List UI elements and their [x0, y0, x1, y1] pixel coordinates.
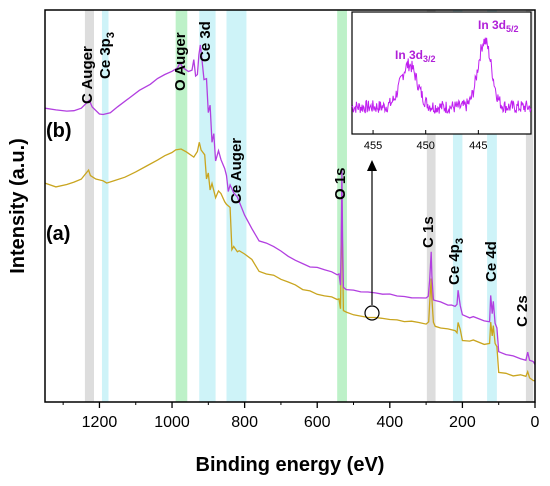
x-tick-label: 400	[376, 414, 403, 431]
x-tick-label: 200	[449, 414, 476, 431]
inset-tick-label: 455	[364, 140, 382, 152]
label-ce-auger: Ce Auger	[228, 138, 245, 204]
band-o-auger	[175, 10, 188, 402]
series-label-b: (b)	[46, 120, 72, 142]
band-ce-auger	[226, 10, 247, 402]
label-ce4p-main: Ce 4p	[446, 244, 463, 285]
label-c2s: C 2s	[514, 295, 531, 327]
inset-spectrum-line	[351, 37, 532, 114]
x-tick-label: 600	[304, 414, 331, 431]
series-label-a: (a)	[46, 223, 70, 245]
inset-tick-layer: 455 450 445	[364, 130, 488, 152]
band-c-auger	[84, 10, 94, 402]
inset-label-3d52: In 3d5/2	[478, 18, 519, 34]
inset-label-3d52-main: In 3d	[478, 18, 506, 32]
label-ce4p: Ce 4p3	[446, 238, 466, 285]
x-tick-label: 1200	[82, 414, 118, 431]
label-ce3d: Ce 3d	[197, 21, 214, 62]
label-ce4p-sub: 3	[454, 238, 466, 244]
series-layer	[44, 44, 536, 382]
x-tick-layer: 1200 1000 800 600 400 200 0	[62, 402, 540, 431]
x-tick-label: 0	[531, 414, 540, 431]
plot-frame	[44, 9, 536, 403]
x-tick-label: 800	[231, 414, 258, 431]
band-c-1s	[426, 10, 436, 402]
inset-label-3d32: In 3d3/2	[395, 48, 436, 64]
inset-marker-circle	[364, 305, 380, 321]
inset-arrow-head	[367, 160, 377, 171]
label-ce3p-sub: 3	[105, 32, 117, 38]
label-o-auger: O Auger	[172, 32, 189, 91]
inset-tick-label: 445	[469, 140, 487, 152]
label-c-auger: C Auger	[79, 46, 96, 104]
label-o1s: O 1s	[332, 167, 349, 200]
band-c-2s	[525, 10, 534, 402]
x-axis-label: Binding energy (eV)	[196, 454, 385, 476]
band-ce-3d	[199, 10, 216, 402]
band-ce-3p3	[101, 10, 109, 402]
y-axis-label: Intensity (a.u.)	[7, 138, 29, 274]
band-ce-4p3	[452, 10, 463, 402]
label-ce4d: Ce 4d	[483, 241, 500, 282]
x-tick-label: 1000	[154, 414, 190, 431]
inset-frame	[351, 11, 532, 135]
series-a-line	[44, 142, 536, 382]
band-ce-4d	[487, 10, 497, 402]
inset-label-3d32-sub: 3/2	[423, 54, 436, 64]
inset-label-3d52-sub: 5/2	[506, 24, 519, 34]
inset-label-3d32-main: In 3d	[395, 48, 423, 62]
inset-panel: 455 450 445 In 3d3/2 In 3d5/2	[351, 11, 532, 152]
label-c1s: C 1s	[420, 216, 437, 248]
label-ce3p-main: Ce 3p	[97, 38, 114, 79]
label-ce3p: Ce 3p3	[97, 32, 117, 79]
inset-tick-label: 450	[417, 140, 435, 152]
series-b-line	[44, 44, 536, 365]
